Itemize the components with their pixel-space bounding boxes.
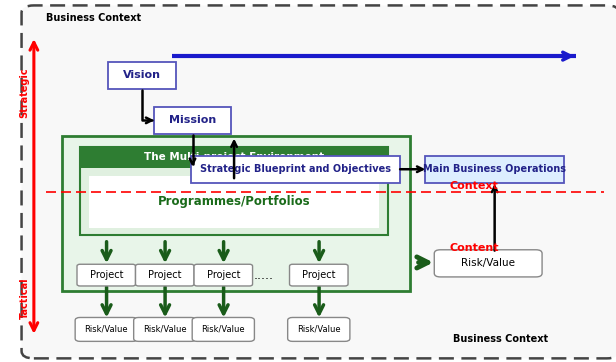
FancyBboxPatch shape	[80, 147, 388, 168]
Text: Risk/Value: Risk/Value	[297, 325, 341, 334]
Text: Mission: Mission	[169, 115, 216, 125]
Text: Strategic: Strategic	[20, 67, 30, 118]
FancyBboxPatch shape	[192, 317, 254, 341]
Text: Risk/Value: Risk/Value	[461, 258, 515, 268]
Text: Project: Project	[302, 270, 336, 280]
Text: Risk/Value: Risk/Value	[143, 325, 187, 334]
FancyBboxPatch shape	[194, 264, 253, 286]
FancyBboxPatch shape	[154, 107, 231, 134]
FancyBboxPatch shape	[134, 317, 196, 341]
Text: Risk/Value: Risk/Value	[201, 325, 245, 334]
FancyBboxPatch shape	[434, 250, 542, 277]
FancyBboxPatch shape	[191, 156, 400, 183]
Text: Programmes/Portfolios: Programmes/Portfolios	[158, 195, 310, 208]
FancyBboxPatch shape	[77, 264, 136, 286]
Text: Project: Project	[206, 270, 240, 280]
Text: Business Context: Business Context	[46, 13, 141, 23]
Text: Strategic Blueprint and Objectives: Strategic Blueprint and Objectives	[200, 164, 391, 174]
Text: Project: Project	[89, 270, 123, 280]
FancyBboxPatch shape	[80, 147, 388, 235]
FancyBboxPatch shape	[288, 317, 350, 341]
FancyBboxPatch shape	[22, 5, 616, 358]
FancyBboxPatch shape	[290, 264, 348, 286]
FancyBboxPatch shape	[89, 176, 379, 228]
Text: Tactical: Tactical	[20, 277, 30, 319]
FancyBboxPatch shape	[62, 136, 410, 291]
FancyBboxPatch shape	[425, 156, 564, 183]
Text: Risk/Value: Risk/Value	[84, 325, 128, 334]
Text: .....: .....	[254, 269, 274, 282]
Text: The Multi-project Environment: The Multi-project Environment	[144, 152, 324, 163]
Text: Vision: Vision	[123, 70, 161, 80]
Text: Business Context: Business Context	[453, 334, 548, 344]
FancyBboxPatch shape	[108, 62, 176, 89]
Text: Content: Content	[450, 243, 499, 253]
Text: Context: Context	[450, 181, 498, 191]
Text: Main Business Operations: Main Business Operations	[423, 164, 566, 174]
FancyBboxPatch shape	[136, 264, 194, 286]
Text: Project: Project	[148, 270, 182, 280]
FancyBboxPatch shape	[75, 317, 137, 341]
